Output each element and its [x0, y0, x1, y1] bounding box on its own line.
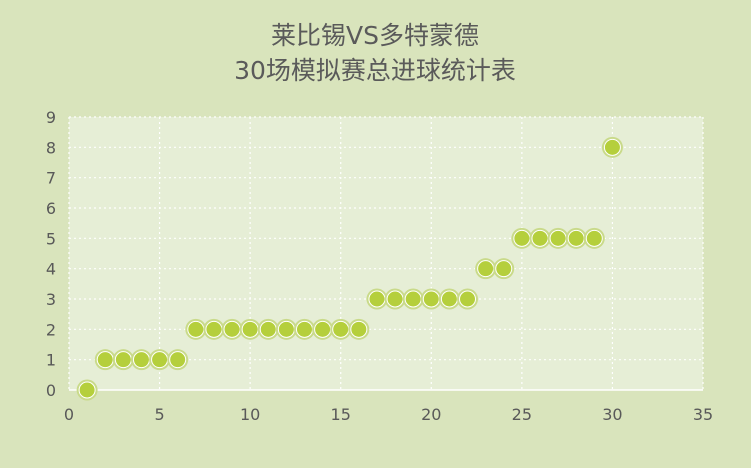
data-point-marker [585, 229, 603, 247]
x-tick-label: 15 [331, 405, 351, 424]
data-point [529, 227, 551, 249]
data-point [457, 288, 479, 310]
data-point [384, 288, 406, 310]
plot-area [69, 117, 703, 390]
data-point [565, 227, 587, 249]
data-point-marker [151, 351, 169, 369]
data-point-marker [368, 290, 386, 308]
data-point-marker [350, 320, 368, 338]
data-point-marker [422, 290, 440, 308]
data-point [493, 258, 515, 280]
data-point-marker [259, 320, 277, 338]
data-point [366, 288, 388, 310]
x-tick-label: 25 [512, 405, 532, 424]
y-tick-label: 3 [46, 290, 56, 309]
chart-title-line-1: 莱比锡VS多特蒙德 [271, 21, 479, 50]
data-point-marker [549, 229, 567, 247]
data-point [94, 349, 116, 371]
data-point-marker [404, 290, 422, 308]
data-point-marker [386, 290, 404, 308]
data-point [511, 227, 533, 249]
data-point-marker [531, 229, 549, 247]
y-tick-label: 6 [46, 199, 56, 218]
x-tick-label: 30 [602, 405, 622, 424]
data-point-marker [314, 320, 332, 338]
x-tick-label: 5 [154, 405, 164, 424]
y-tick-label: 7 [46, 169, 56, 188]
y-tick-label: 2 [46, 320, 56, 339]
data-point [438, 288, 460, 310]
data-point [348, 318, 370, 340]
chart-title-line-2: 30场模拟赛总进球统计表 [234, 56, 516, 85]
data-point [312, 318, 334, 340]
data-point-marker [295, 320, 313, 338]
data-point [149, 349, 171, 371]
data-point-marker [205, 320, 223, 338]
data-point [130, 349, 152, 371]
data-point-marker [495, 260, 513, 278]
data-point-marker [132, 351, 150, 369]
data-point-marker [114, 351, 132, 369]
x-tick-label: 20 [421, 405, 441, 424]
data-point [475, 258, 497, 280]
data-point-marker [223, 320, 241, 338]
data-point-marker [277, 320, 295, 338]
data-points [76, 136, 623, 401]
y-tick-label: 0 [46, 381, 56, 400]
data-point-marker [169, 351, 187, 369]
y-tick-label: 1 [46, 351, 56, 370]
y-tick-label: 5 [46, 229, 56, 248]
data-point [167, 349, 189, 371]
data-point-marker [332, 320, 350, 338]
data-point [221, 318, 243, 340]
data-point-marker [241, 320, 259, 338]
data-point-marker [603, 138, 621, 156]
data-point-marker [96, 351, 114, 369]
y-tick-label: 4 [46, 260, 56, 279]
data-point [76, 379, 98, 401]
data-point-marker [440, 290, 458, 308]
data-point [239, 318, 261, 340]
data-point-marker [187, 320, 205, 338]
x-tick-label: 35 [693, 405, 713, 424]
data-point-marker [78, 381, 96, 399]
y-tick-label: 8 [46, 138, 56, 157]
data-point-marker [567, 229, 585, 247]
data-point-marker [513, 229, 531, 247]
data-point [601, 136, 623, 158]
data-point [293, 318, 315, 340]
x-tick-label: 10 [240, 405, 260, 424]
grid [68, 116, 704, 390]
x-tick-label: 0 [64, 405, 74, 424]
data-point [112, 349, 134, 371]
data-point-marker [459, 290, 477, 308]
data-point [203, 318, 225, 340]
axis-ticks: 0 5 10 15 20 25 30 35 0 1 2 3 4 5 6 7 8 9 [46, 108, 713, 424]
data-point [583, 227, 605, 249]
data-point [330, 318, 352, 340]
data-point [185, 318, 207, 340]
data-point [420, 288, 442, 310]
data-point [547, 227, 569, 249]
data-point [257, 318, 279, 340]
data-point [275, 318, 297, 340]
y-tick-label: 9 [46, 108, 56, 127]
data-point-marker [477, 260, 495, 278]
data-point [402, 288, 424, 310]
